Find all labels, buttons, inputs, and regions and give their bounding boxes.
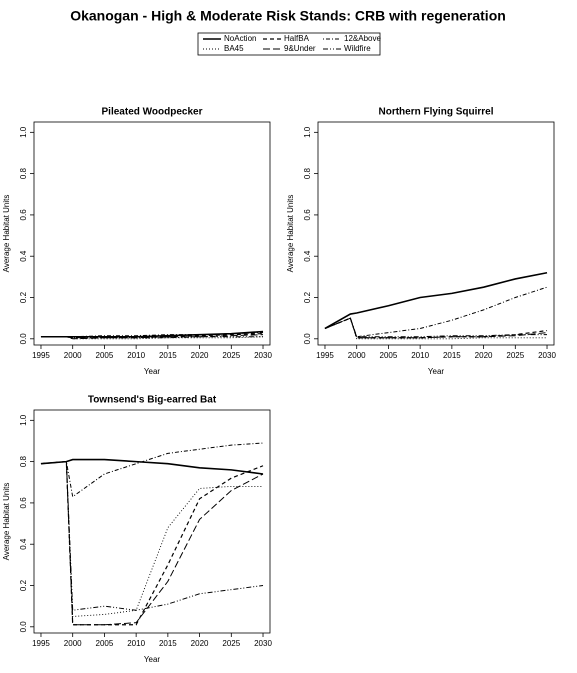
series-line (40, 330, 264, 338)
series-line (324, 317, 548, 339)
x-axis-label: Year (144, 655, 161, 664)
series-line (40, 461, 264, 626)
y-tick-label: 0.0 (19, 333, 28, 345)
y-tick-label: 0.4 (303, 250, 312, 262)
x-tick-label: 2020 (191, 351, 209, 360)
y-axis-label: Average Habitat Units (286, 195, 295, 273)
y-axis-label: Average Habitat Units (2, 195, 11, 273)
y-tick-label: 0.0 (303, 333, 312, 345)
legend-label: 12&Above (344, 34, 381, 43)
x-axis-label: Year (428, 367, 445, 376)
panel-title: Northern Flying Squirrel (378, 107, 493, 118)
x-tick-label: 2005 (96, 639, 114, 648)
series-line (40, 460, 264, 626)
figure-title: Okanogan - High & Moderate Risk Stands: … (70, 8, 506, 24)
y-tick-label: 1.0 (19, 414, 28, 426)
plot-frame (317, 121, 555, 346)
series-line (40, 458, 264, 475)
x-tick-label: 2025 (506, 351, 524, 360)
legend-label: BA45 (224, 44, 244, 53)
y-tick-label: 0.6 (19, 497, 28, 509)
x-tick-label: 2015 (159, 351, 177, 360)
x-tick-label: 2000 (64, 639, 82, 648)
panel-title: Pileated Woodpecker (102, 107, 203, 118)
x-tick-label: 2010 (127, 351, 145, 360)
series-line (40, 442, 264, 498)
series-line (324, 271, 548, 330)
legend-box (197, 32, 381, 56)
y-tick-label: 0.2 (19, 291, 28, 303)
y-tick-label: 0.4 (19, 538, 28, 550)
x-tick-label: 2030 (254, 639, 272, 648)
series-line (324, 317, 548, 339)
y-tick-label: 0.6 (303, 209, 312, 221)
y-tick-label: 0.8 (19, 168, 28, 180)
panel-title: Townsend's Big-earred Bat (88, 395, 217, 406)
series-line (40, 461, 264, 617)
x-tick-label: 2025 (222, 639, 240, 648)
x-tick-label: 2030 (254, 351, 272, 360)
y-tick-label: 0.8 (303, 168, 312, 180)
series-line (40, 336, 264, 339)
y-tick-label: 0.2 (303, 291, 312, 303)
x-tick-label: 2010 (411, 351, 429, 360)
y-tick-label: 1.0 (19, 126, 28, 138)
x-tick-label: 2030 (538, 351, 556, 360)
series-line (324, 317, 548, 338)
x-tick-label: 2015 (159, 639, 177, 648)
legend-label: Wildfire (344, 44, 371, 53)
x-tick-label: 1995 (316, 351, 334, 360)
x-tick-label: 2010 (127, 639, 145, 648)
y-tick-label: 0.2 (19, 579, 28, 591)
y-tick-label: 0.6 (19, 209, 28, 221)
y-tick-label: 1.0 (303, 126, 312, 138)
legend-label: NoAction (224, 34, 256, 43)
x-tick-label: 2015 (443, 351, 461, 360)
x-tick-label: 2020 (191, 639, 209, 648)
y-tick-label: 0.8 (19, 456, 28, 468)
x-tick-label: 2000 (64, 351, 82, 360)
series-line (40, 461, 264, 611)
x-tick-label: 2000 (348, 351, 366, 360)
x-tick-label: 1995 (32, 639, 50, 648)
x-tick-label: 1995 (32, 351, 50, 360)
plot-frame (33, 409, 271, 634)
x-tick-label: 2025 (222, 351, 240, 360)
y-tick-label: 0.0 (19, 621, 28, 633)
x-tick-label: 2005 (96, 351, 114, 360)
y-tick-label: 0.4 (19, 250, 28, 262)
x-axis-label: Year (144, 367, 161, 376)
y-axis-label: Average Habitat Units (2, 483, 11, 561)
legend-label: HalfBA (284, 34, 310, 43)
legend-label: 9&Under (284, 44, 316, 53)
plot-frame (33, 121, 271, 346)
x-tick-label: 2020 (475, 351, 493, 360)
x-tick-label: 2005 (380, 351, 398, 360)
